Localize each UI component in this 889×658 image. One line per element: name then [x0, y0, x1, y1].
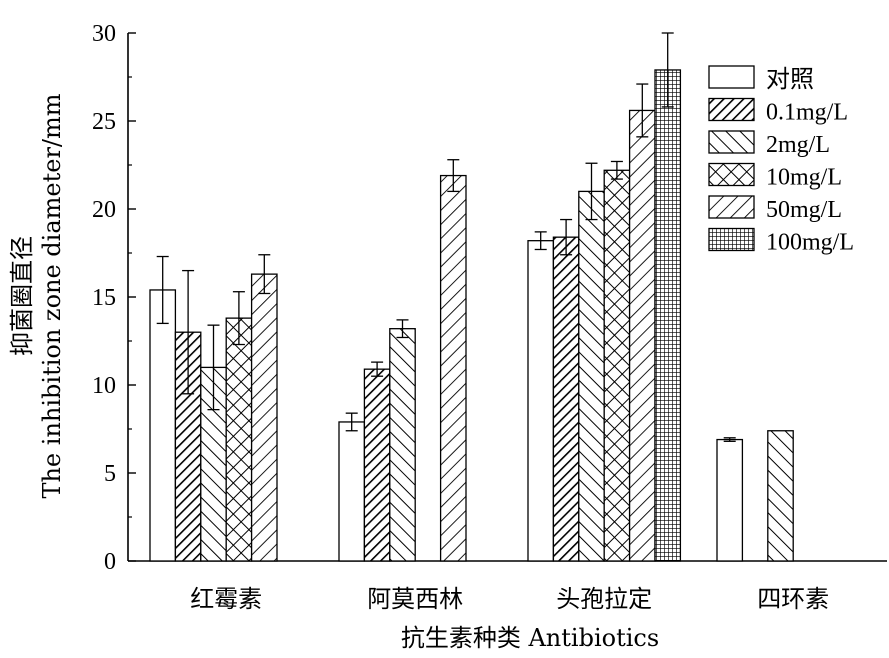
- y-tick-label-4: 20: [92, 197, 116, 223]
- legend-label-2: 2mg/L: [766, 132, 830, 158]
- x-tick-label-0: 红霉素: [190, 585, 262, 613]
- bar-4-0: [250, 273, 278, 562]
- bar-3-0: [225, 317, 253, 562]
- y-axis-title-cn: 抑菌圈直径: [8, 236, 36, 356]
- bar-4-2: [628, 109, 656, 562]
- bars: [149, 69, 794, 562]
- y-tick-label-2: 10: [92, 373, 116, 399]
- legend-swatch-3: [708, 162, 755, 187]
- bar-2-1: [389, 328, 416, 562]
- bar-5-2: [654, 69, 682, 562]
- error-bars: [156, 32, 736, 442]
- x-tick-label-2: 头孢拉定: [556, 585, 652, 613]
- legend-swatch-2: [708, 130, 755, 154]
- legend-label-5: 100mg/L: [766, 230, 854, 256]
- bar-1-2: [552, 236, 580, 562]
- legend-label-4: 50mg/L: [766, 197, 842, 223]
- legend-swatch-0: [708, 65, 755, 89]
- bar-0-2: [527, 240, 555, 562]
- axes: 0 5 10 15 20 25 30 红霉素 阿莫西林 头孢拉定 四环素: [92, 21, 887, 613]
- legend-swatch-5: [708, 227, 755, 252]
- legend-label-1: 0.1mg/L: [766, 100, 848, 126]
- bar-0-0: [149, 289, 177, 562]
- legend: 对照 0.1mg/L 2mg/L 10mg/L 50mg/L 100mg/L: [708, 65, 854, 256]
- legend-swatch-1: [708, 97, 755, 122]
- y-tick-label-5: 25: [92, 109, 116, 135]
- y-tick-label-6: 30: [92, 21, 116, 47]
- legend-label-3: 10mg/L: [766, 165, 842, 191]
- y-tick-label-3: 15: [92, 285, 116, 311]
- x-axis-title: 抗生素种类 Antibiotics: [401, 624, 659, 652]
- bar-0-1: [338, 421, 366, 562]
- bar-4-1: [439, 174, 467, 562]
- bar-0-3: [716, 438, 744, 562]
- y-axis-title-en: The inhibition zone diameter/mm: [38, 93, 66, 498]
- y-tick-label-0: 0: [104, 549, 116, 575]
- bar-3-2: [603, 169, 631, 562]
- y-tick-label-1: 5: [104, 461, 116, 487]
- bar-1-1: [363, 368, 391, 562]
- bar-2-2: [578, 190, 605, 562]
- legend-swatch-4: [708, 195, 755, 219]
- bar-2-3: [767, 430, 794, 562]
- legend-label-0: 对照: [766, 66, 814, 93]
- x-tick-label-3: 四环素: [757, 585, 829, 613]
- x-tick-label-1: 阿莫西林: [367, 585, 463, 613]
